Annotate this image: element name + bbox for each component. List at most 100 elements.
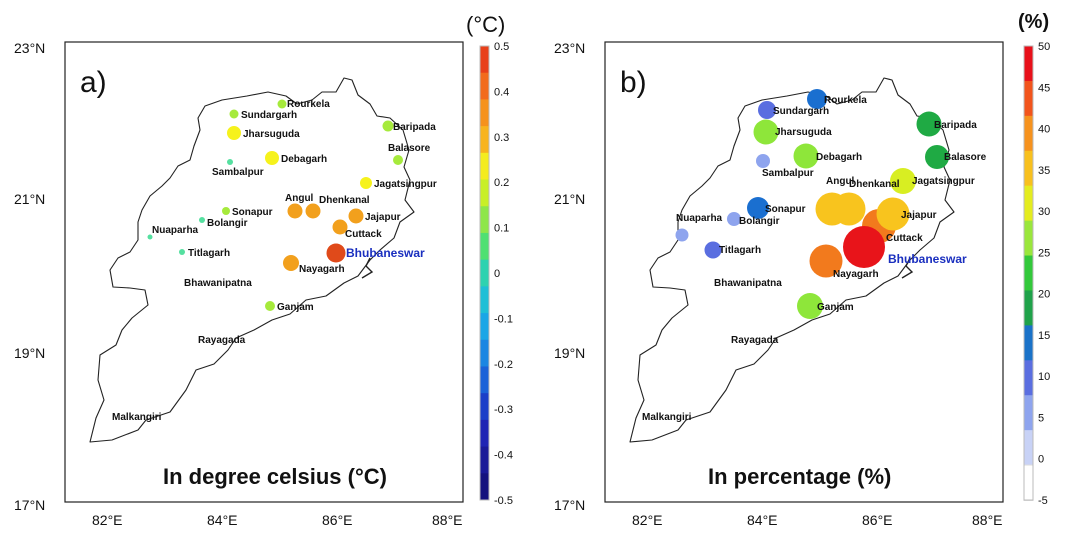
marker-b-sambalpur xyxy=(756,154,770,168)
marker-debagarh xyxy=(265,151,279,165)
panel-a-city-labels: Rourkela Sundargarh Jharsuguda Debagarh … xyxy=(112,99,437,423)
marker-sambalpur xyxy=(227,159,233,165)
label-b-titlagarh: Titlagarh xyxy=(719,245,761,256)
label-baripada: Baripada xyxy=(393,122,436,133)
marker-sonapur xyxy=(222,207,230,215)
label-b-bhubaneswar: Bhubaneswar xyxy=(888,252,967,266)
colorbar-tick-label: 25 xyxy=(1038,247,1050,259)
colorbar-block xyxy=(1024,150,1033,187)
label-b-sambalpur: Sambalpur xyxy=(762,168,814,179)
colorbar-tick-label: -0.3 xyxy=(494,404,513,416)
colorbar-block xyxy=(480,339,489,367)
panel-b-lon-82: 82°E xyxy=(632,512,663,528)
colorbar-tick-label: -0.1 xyxy=(494,313,513,325)
colorbar-tick-label: 0 xyxy=(494,268,500,280)
panel-a-lat-21: 21°N xyxy=(14,191,45,207)
panel-b-lat-21: 21°N xyxy=(554,191,585,207)
colorbar-tick-label: 5 xyxy=(1038,412,1044,424)
marker-b-balasore xyxy=(925,145,949,169)
label-jagatsingpur: Jagatsingpur xyxy=(374,179,437,190)
colorbar-tick-label: 40 xyxy=(1038,124,1050,136)
colorbar-block xyxy=(480,259,489,287)
label-bolangir: Bolangir xyxy=(207,218,248,229)
colorbar-tick-label: 15 xyxy=(1038,330,1050,342)
panel-a-lat-19: 19°N xyxy=(14,345,45,361)
panel-a-lat-17: 17°N xyxy=(14,497,45,513)
marker-b-baripada xyxy=(916,111,942,137)
colorbar-block xyxy=(480,446,489,474)
panel-b-city-labels: Rourkela Sundargarh Jharsuguda Debagarh … xyxy=(642,95,987,423)
panel-a-coast-detail xyxy=(361,257,374,279)
colorbar-tick-label: 20 xyxy=(1038,289,1050,301)
label-b-rourkela: Rourkela xyxy=(824,95,867,106)
panel-a-city-markers xyxy=(147,99,403,311)
panel-a-lat-23: 23°N xyxy=(14,40,45,56)
label-b-nayagarh: Nayagarh xyxy=(833,269,879,280)
label-b-bolangir: Bolangir xyxy=(739,216,780,227)
panel-b-lon-88: 88°E xyxy=(972,512,1003,528)
marker-balasore xyxy=(393,155,403,165)
colorbar-tick-label: 45 xyxy=(1038,82,1050,94)
panel-b-lat-19: 19°N xyxy=(554,345,585,361)
label-rourkela: Rourkela xyxy=(287,99,330,110)
label-malkangiri: Malkangiri xyxy=(112,412,162,423)
marker-nayagarh xyxy=(283,255,299,271)
label-b-dhenkanal: Dhenkanal xyxy=(849,179,900,190)
panel-a-colorbar: (°C) 0.5 0.4 0.3 0.2 0.1 0 -0.1 -0.2 -0.3 -0.4 -0.… xyxy=(466,12,513,507)
colorbar-block xyxy=(1024,185,1033,222)
colorbar-block xyxy=(1024,80,1033,117)
colorbar-tick-label: 0.4 xyxy=(494,86,509,98)
marker-ganjam xyxy=(265,301,275,311)
colorbar-tick-label: -0.4 xyxy=(494,450,513,462)
label-nayagarh: Nayagarh xyxy=(299,264,345,275)
panel-a: 23°N 21°N 19°N 17°N 82°E 84°E 86°E 88°E … xyxy=(14,40,464,528)
marker-titlagarh xyxy=(179,249,185,255)
label-jajapur: Jajapur xyxy=(365,212,401,223)
colorbar-tick-label: 0 xyxy=(1038,454,1044,466)
colorbar-block xyxy=(1024,115,1033,152)
label-b-bhawanipatna: Bhawanipatna xyxy=(714,278,782,289)
colorbar-tick-label: -5 xyxy=(1038,495,1048,507)
marker-b-bhubaneswar xyxy=(843,226,885,268)
panel-a-odisha-outline xyxy=(89,77,415,443)
marker-sundargarh xyxy=(229,109,239,119)
marker-jajapur xyxy=(348,208,364,224)
marker-b-nuaparha xyxy=(675,228,689,242)
colorbar-tick-label: 50 xyxy=(1038,41,1050,53)
label-b-sundargarh: Sundargarh xyxy=(773,106,829,117)
marker-jharsuguda xyxy=(227,126,241,140)
colorbar-block xyxy=(480,72,489,100)
panel-b-lon-84: 84°E xyxy=(747,512,778,528)
label-ganjam: Ganjam xyxy=(277,302,314,313)
colorbar-block xyxy=(1024,290,1033,326)
marker-b-titlagarh xyxy=(704,241,722,259)
label-sambalpur: Sambalpur xyxy=(212,167,264,178)
panel-a-lon-86: 86°E xyxy=(322,512,353,528)
panel-b-lat-23: 23°N xyxy=(554,40,585,56)
colorbar-tick-label: 10 xyxy=(1038,371,1050,383)
label-dhenkanal: Dhenkanal xyxy=(319,195,370,206)
panel-a-colorbar-blocks xyxy=(479,45,490,501)
marker-bhubaneswar xyxy=(326,243,346,263)
label-b-nuaparha: Nuaparha xyxy=(676,213,723,224)
colorbar-block xyxy=(1024,395,1033,431)
label-b-ganjam: Ganjam xyxy=(817,302,854,313)
colorbar-block xyxy=(1024,325,1033,361)
label-nuaparha: Nuaparha xyxy=(152,225,199,236)
panel-b-odisha-outline xyxy=(629,77,955,443)
marker-b-sonapur xyxy=(747,197,769,219)
label-debagarh: Debagarh xyxy=(281,154,327,165)
label-cuttack: Cuttack xyxy=(345,229,382,240)
panel-a-lon-82: 82°E xyxy=(92,512,123,528)
label-sonapur: Sonapur xyxy=(232,207,273,218)
colorbar-tick-label: 0.3 xyxy=(494,132,509,144)
colorbar-block xyxy=(1024,255,1033,291)
marker-jagatsingpur xyxy=(360,177,372,189)
panel-b-colorbar-blocks xyxy=(1023,45,1034,502)
label-b-jajapur: Jajapur xyxy=(901,210,937,221)
panel-a-caption: In degree celsius (°C) xyxy=(163,464,387,489)
panel-b-coast-detail xyxy=(901,257,914,279)
colorbar-frame xyxy=(1023,45,1034,501)
panel-a-lon-88: 88°E xyxy=(432,512,463,528)
colorbar-block xyxy=(480,473,489,501)
